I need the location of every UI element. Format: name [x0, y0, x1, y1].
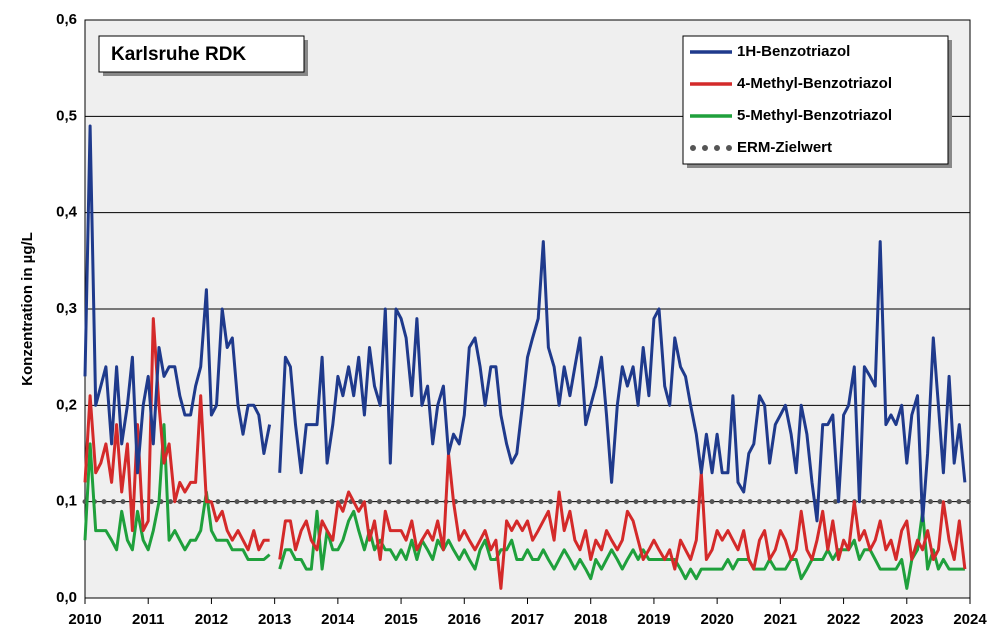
x-tick-label: 2023	[890, 611, 923, 628]
y-tick-label: 0,2	[56, 396, 77, 413]
y-tick-label: 0,0	[56, 589, 77, 606]
series-line	[83, 423, 965, 590]
series-line	[83, 124, 967, 523]
legend-label: 4-Methyl-Benzotriazol	[737, 75, 892, 92]
y-tick-label: 0,6	[56, 11, 77, 28]
x-tick-label: 2017	[511, 611, 544, 628]
y-tick-label: 0,3	[56, 300, 77, 317]
x-tick-label: 2019	[637, 611, 670, 628]
x-tick-label: 2016	[448, 611, 481, 628]
legend-label: 5-Methyl-Benzotriazol	[737, 107, 892, 124]
series-line	[83, 317, 967, 590]
title-box	[98, 35, 305, 73]
x-tick-label: 2022	[827, 611, 860, 628]
y-tick-label: 0,5	[56, 107, 77, 124]
x-tick-label: 2014	[321, 611, 355, 628]
legend-label: ERM-Zielwert	[737, 139, 832, 156]
x-tick-label: 2018	[574, 611, 607, 628]
x-tick-label: 2015	[384, 611, 417, 628]
y-tick-label: 0,4	[56, 204, 78, 221]
y-tick-label: 0,1	[56, 493, 77, 510]
legend-box	[682, 35, 949, 165]
x-tick-label: 2021	[764, 611, 797, 628]
chart-title: Karlsruhe RDK	[111, 44, 246, 65]
legend-label: 1H-Benzotriazol	[737, 43, 850, 60]
x-tick-label: 2010	[68, 611, 101, 628]
y-axis-label: Konzentration in µg/L	[19, 232, 36, 386]
x-tick-label: 2024	[953, 611, 987, 628]
x-tick-label: 2012	[195, 611, 228, 628]
x-tick-label: 2011	[132, 611, 165, 628]
x-tick-label: 2013	[258, 611, 291, 628]
x-tick-label: 2020	[700, 611, 733, 628]
